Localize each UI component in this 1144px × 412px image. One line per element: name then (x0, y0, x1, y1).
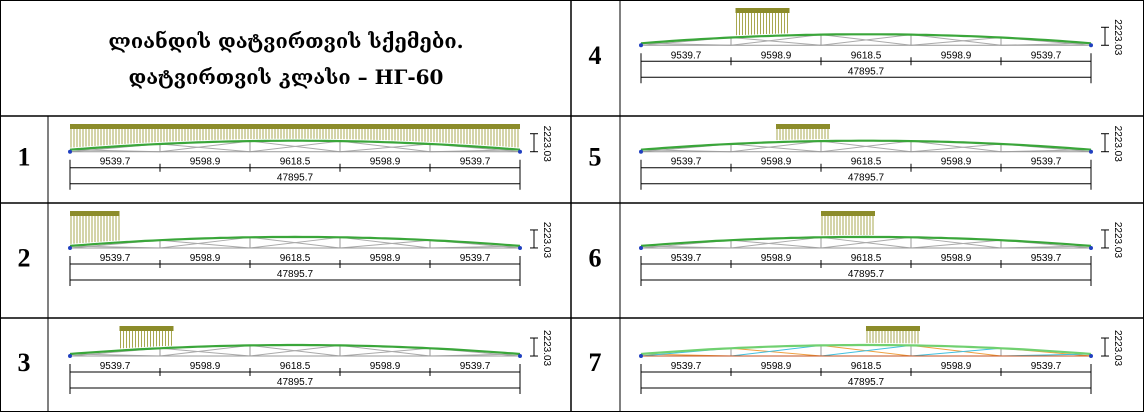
height-label: 2223.03 (1112, 330, 1123, 367)
support (518, 150, 522, 154)
span-label: 9598.9 (941, 157, 972, 168)
span-label: 9539.7 (460, 361, 491, 372)
span-label: 9539.7 (100, 253, 131, 264)
span-label: 9598.9 (941, 253, 972, 264)
span-label: 9598.9 (370, 361, 401, 372)
support (518, 354, 522, 358)
load-bar (776, 124, 830, 129)
support (639, 246, 643, 250)
load-bar (821, 211, 875, 216)
height-label: 2223.03 (541, 126, 552, 163)
span-label: 9618.5 (280, 157, 311, 168)
height-label: 2223.03 (1112, 126, 1123, 163)
support (68, 354, 72, 358)
support (639, 43, 643, 47)
span-label: 9539.7 (1031, 361, 1062, 372)
span-label: 9598.9 (190, 253, 221, 264)
span-label: 9539.7 (100, 157, 131, 168)
span-label: 9598.9 (761, 253, 792, 264)
panel-number: 6 (589, 243, 602, 272)
height-label: 2223.03 (1112, 222, 1123, 259)
load-bar (70, 124, 520, 129)
span-label: 9598.9 (761, 361, 792, 372)
span-label: 9539.7 (460, 253, 491, 264)
support (1089, 150, 1093, 154)
span-label: 9539.7 (1031, 157, 1062, 168)
support (1089, 43, 1093, 47)
support (639, 150, 643, 154)
total-label: 47895.7 (848, 66, 885, 77)
panel-number: 1 (18, 142, 31, 171)
span-label: 9598.9 (190, 361, 221, 372)
span-label: 9598.9 (370, 253, 401, 264)
total-label: 47895.7 (848, 173, 885, 184)
load-bar (120, 326, 174, 331)
span-label: 9598.9 (190, 157, 221, 168)
height-label: 2223.03 (541, 222, 552, 259)
height-label: 2223.03 (1112, 19, 1123, 56)
span-label: 9539.7 (1031, 253, 1062, 264)
support (68, 246, 72, 250)
support (1089, 246, 1093, 250)
span-label: 9539.7 (1031, 50, 1062, 61)
total-label: 47895.7 (277, 173, 314, 184)
span-label: 9539.7 (100, 361, 131, 372)
panel-number: 7 (589, 348, 602, 377)
total-label: 47895.7 (277, 377, 314, 388)
panel-number: 4 (589, 41, 602, 70)
height-label: 2223.03 (541, 330, 552, 367)
support (1089, 354, 1093, 358)
span-label: 9618.5 (280, 253, 311, 264)
span-label: 9539.7 (671, 253, 702, 264)
table-border (1, 1, 1144, 412)
span-label: 9598.9 (941, 50, 972, 61)
support (518, 246, 522, 250)
span-label: 9618.5 (280, 361, 311, 372)
load-scheme-table: ლიანდის დატვირთვის სქემები. დატვირთვის კ… (0, 0, 1144, 412)
span-label: 9618.5 (851, 253, 882, 264)
span-label: 9618.5 (851, 361, 882, 372)
span-label: 9539.7 (671, 50, 702, 61)
total-label: 47895.7 (277, 269, 314, 280)
span-label: 9539.7 (671, 361, 702, 372)
span-label: 9539.7 (671, 157, 702, 168)
span-label: 9618.5 (851, 157, 882, 168)
span-label: 9618.5 (851, 50, 882, 61)
span-label: 9598.9 (761, 157, 792, 168)
title-line: დატვირთვის კლასი – НГ-60 (129, 65, 444, 89)
span-label: 9598.9 (761, 50, 792, 61)
support (68, 150, 72, 154)
panel-number: 5 (589, 142, 602, 171)
span-label: 9598.9 (370, 157, 401, 168)
load-bar (866, 326, 920, 331)
total-label: 47895.7 (848, 377, 885, 388)
title-line: ლიანდის დატვირთვის სქემები. (108, 29, 463, 53)
span-label: 9598.9 (941, 361, 972, 372)
load-bar (736, 8, 790, 13)
span-label: 9539.7 (460, 157, 491, 168)
total-label: 47895.7 (848, 269, 885, 280)
panel-number: 3 (18, 348, 31, 377)
support (639, 354, 643, 358)
load-bar (70, 211, 120, 216)
panel-number: 2 (18, 243, 31, 272)
